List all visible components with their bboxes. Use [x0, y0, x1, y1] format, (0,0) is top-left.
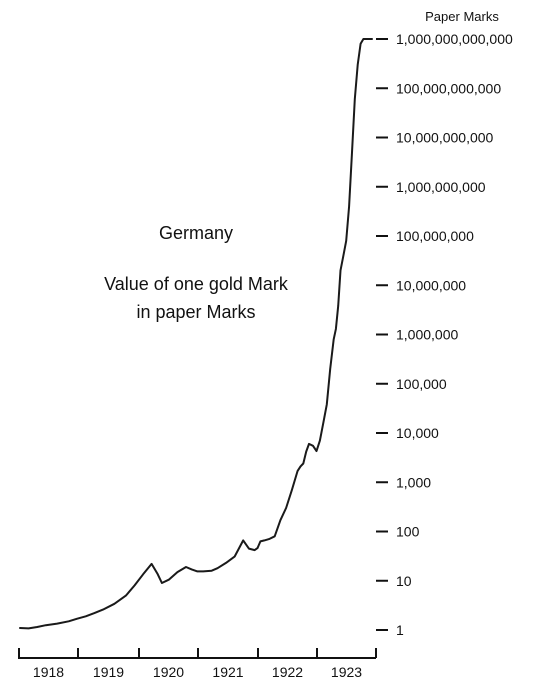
y-tick-label: 100,000 [396, 376, 447, 392]
x-axis: 1918 1919 1920 1921 1922 1923 [18, 648, 377, 680]
x-tick-label: 1923 [331, 664, 362, 680]
plot-area [19, 38, 373, 630]
series-line [19, 38, 373, 630]
x-tick-label: 1921 [212, 664, 243, 680]
y-tick-label: 100 [396, 524, 420, 540]
y-tick-label: 10,000 [396, 425, 439, 441]
y-tick-label: 1,000,000 [396, 327, 458, 343]
y-axis: 1 10 100 1,000 10,000 100,000 1,000,000 10,000,… [376, 31, 513, 638]
y-tick-label: 10,000,000 [396, 277, 466, 293]
y-tick-label: 1,000 [396, 474, 431, 490]
y-axis-title: Paper Marks [425, 9, 499, 24]
x-tick-label: 1918 [33, 664, 64, 680]
y-tick-label: 10,000,000,000 [396, 130, 494, 146]
y-tick-label: 1,000,000,000,000 [396, 31, 513, 47]
y-tick-label: 10 [396, 573, 412, 589]
x-tick-label: 1920 [153, 664, 184, 680]
chart-subtitle-line-2: in paper Marks [136, 302, 255, 322]
y-tick-label: 1 [396, 622, 404, 638]
y-tick-label: 1,000,000,000 [396, 179, 486, 195]
x-tick-label: 1919 [93, 664, 124, 680]
chart-title: Germany [159, 223, 233, 243]
chart-subtitle-line-1: Value of one gold Mark [104, 274, 289, 294]
y-tick-label: 100,000,000 [396, 228, 474, 244]
x-tick-label: 1922 [272, 664, 303, 680]
y-tick-label: 100,000,000,000 [396, 80, 501, 96]
